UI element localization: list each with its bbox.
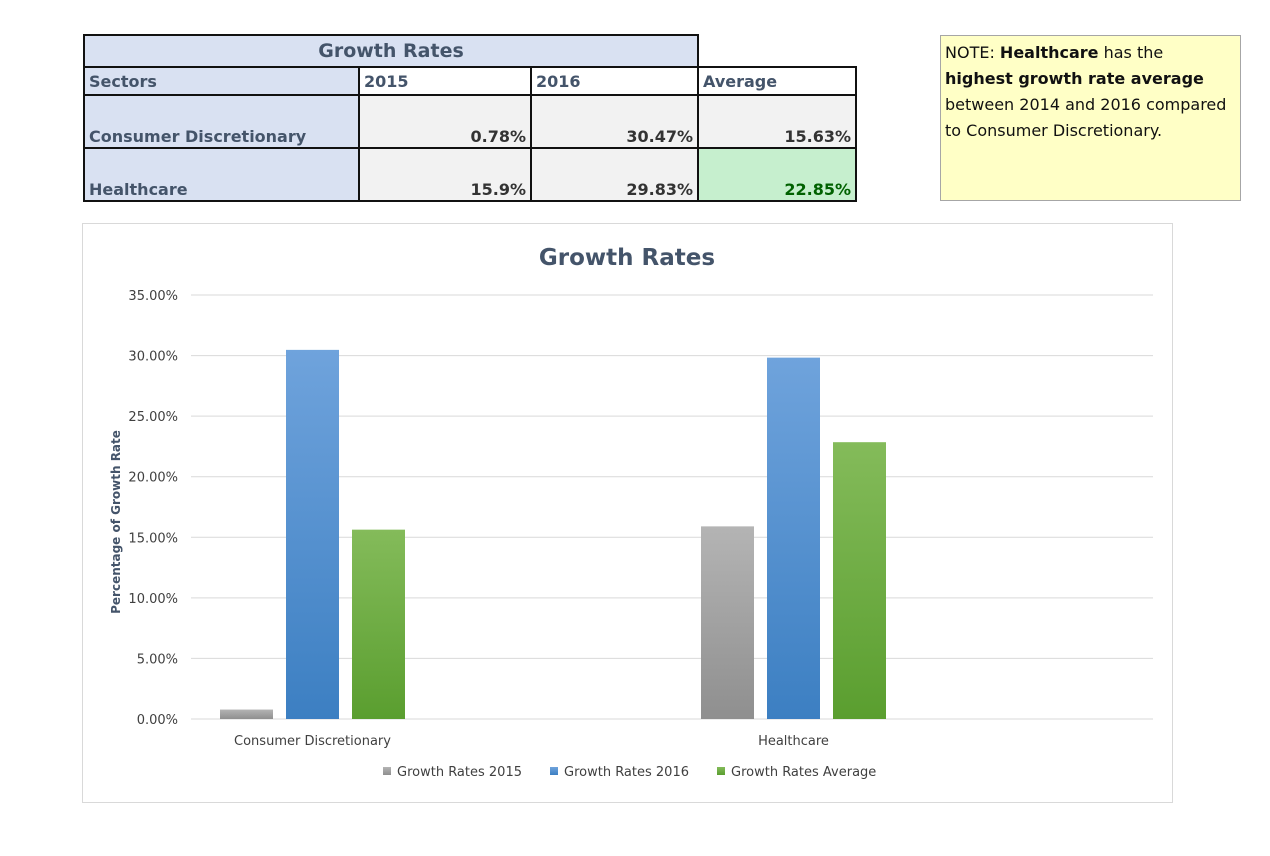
header-2015[interactable]: 2015 bbox=[358, 66, 532, 96]
table-blank-cell bbox=[698, 35, 856, 67]
y-tick-label: 0.00% bbox=[137, 713, 178, 728]
y-tick-label: 35.00% bbox=[128, 289, 178, 304]
chart-area[interactable]: 0.00% 5.00% 10.00% 15.00% 20.00% 25.00% 30.00%… bbox=[82, 223, 1173, 803]
y-tick-label: 5.00% bbox=[137, 652, 178, 667]
note-box[interactable]: NOTE: Healthcare has the highest growth … bbox=[940, 35, 1241, 201]
value-cell-average-highlight[interactable]: 22.85% bbox=[697, 147, 857, 202]
legend-label: Growth Rates 2016 bbox=[564, 765, 689, 780]
growth-rates-chart: 0.00% 5.00% 10.00% 15.00% 20.00% 25.00% 30.00%… bbox=[109, 245, 1153, 780]
value-cell-2015[interactable]: 15.9% bbox=[358, 147, 532, 202]
y-tick-label: 15.00% bbox=[128, 531, 178, 546]
growth-rates-table: Growth Rates Sectors 2015 2016 Average C… bbox=[83, 34, 857, 202]
legend-item[interactable]: Growth Rates 2016 bbox=[550, 765, 689, 780]
y-tick-label: 25.00% bbox=[128, 410, 178, 425]
note-prefix: NOTE: bbox=[945, 43, 1000, 62]
legend-item[interactable]: Growth Rates 2015 bbox=[383, 765, 522, 780]
value-cell-average[interactable]: 15.63% bbox=[697, 94, 857, 149]
legend-swatch bbox=[550, 767, 558, 775]
legend[interactable]: Growth Rates 2015 Growth Rates 2016 Growth… bbox=[383, 765, 876, 780]
value-cell-2016[interactable]: 29.83% bbox=[530, 147, 699, 202]
value-cell-2016[interactable]: 30.47% bbox=[530, 94, 699, 149]
table-row: Consumer Discretionary 0.78% 30.47% 15.6… bbox=[83, 94, 857, 149]
header-sectors[interactable]: Sectors bbox=[83, 66, 360, 96]
note-bold-claim: highest growth rate average bbox=[945, 69, 1204, 88]
legend-swatch bbox=[717, 767, 725, 775]
note-middle: has the bbox=[1098, 43, 1164, 62]
y-axis-ticks: 0.00% 5.00% 10.00% 15.00% 20.00% 25.00% 30.00%… bbox=[128, 289, 178, 728]
table-row: Healthcare 15.9% 29.83% 22.85% bbox=[83, 147, 857, 202]
sector-cell[interactable]: Healthcare bbox=[83, 147, 360, 202]
legend-label: Growth Rates Average bbox=[731, 765, 876, 780]
bar-healthcare-growth-rates-2015[interactable] bbox=[701, 526, 754, 719]
header-average[interactable]: Average bbox=[697, 66, 857, 96]
y-tick-label: 10.00% bbox=[128, 592, 178, 607]
header-2016[interactable]: 2016 bbox=[530, 66, 699, 96]
x-category-label: Healthcare bbox=[758, 734, 829, 749]
bar-healthcare-growth-rates-average[interactable] bbox=[833, 442, 886, 719]
legend-label: Growth Rates 2015 bbox=[397, 765, 522, 780]
chart-title: Growth Rates bbox=[539, 245, 715, 271]
legend-item[interactable]: Growth Rates Average bbox=[717, 765, 876, 780]
table-title: Growth Rates bbox=[83, 34, 699, 68]
note-bold-sector: Healthcare bbox=[999, 43, 1099, 62]
note-suffix: between 2014 and 2016 compared to Consum… bbox=[945, 95, 1227, 140]
sector-cell[interactable]: Consumer Discretionary bbox=[83, 94, 360, 149]
bar-consumer-discretionary-growth-rates-2015[interactable] bbox=[220, 709, 273, 719]
x-axis-categories: Consumer Discretionary Healthcare bbox=[234, 734, 829, 749]
y-axis-title: Percentage of Growth Rate bbox=[109, 430, 123, 614]
y-tick-label: 20.00% bbox=[128, 471, 178, 486]
bar-consumer-discretionary-growth-rates-average[interactable] bbox=[352, 529, 405, 719]
y-tick-label: 30.00% bbox=[128, 350, 178, 365]
bar-consumer-discretionary-growth-rates-2016[interactable] bbox=[286, 349, 339, 719]
bars bbox=[220, 349, 886, 719]
value-cell-2015[interactable]: 0.78% bbox=[358, 94, 532, 149]
x-category-label: Consumer Discretionary bbox=[234, 734, 391, 749]
gridlines bbox=[191, 294, 1153, 720]
bar-healthcare-growth-rates-2016[interactable] bbox=[767, 357, 820, 719]
legend-swatch bbox=[383, 767, 391, 775]
